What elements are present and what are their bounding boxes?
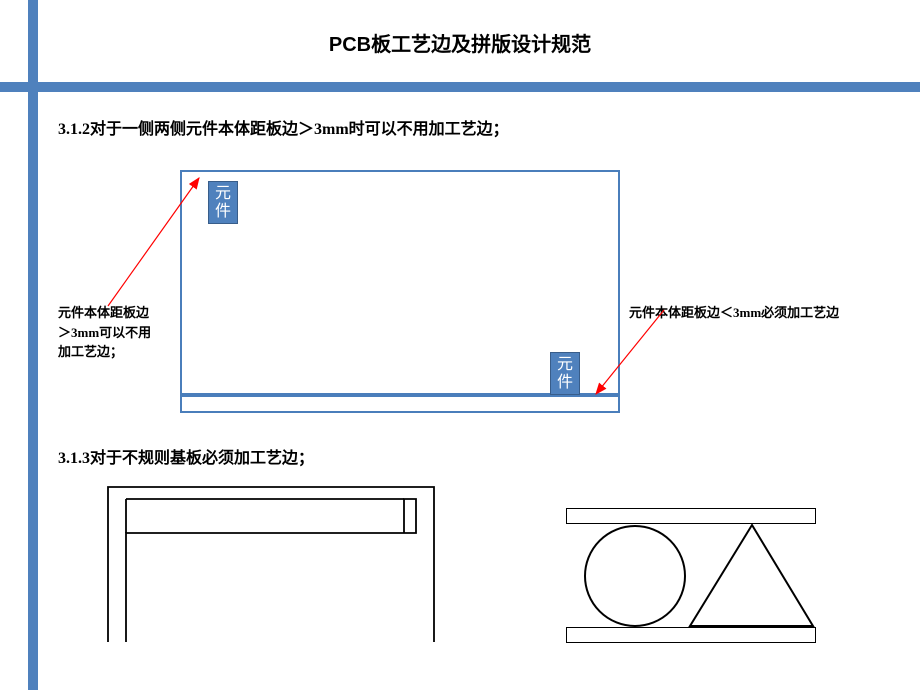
annotation-left-l3: 加工艺边； — [58, 344, 123, 359]
right-diagram-triangle — [690, 525, 813, 626]
page-title: PCB板工艺边及拼版设计规范 — [0, 28, 920, 57]
right-diagram-top-strip — [566, 508, 816, 524]
right-diagram-circle — [584, 525, 686, 627]
annotation-right: 元件本体距板边＜3mm必须加工艺边 — [629, 303, 839, 323]
component-label-line1: 元 — [557, 356, 573, 373]
annotation-left-l1: 元件本体距板边 — [58, 305, 149, 320]
section-313-heading: 3.1.3对于不规则基板必须加工艺边； — [58, 444, 314, 468]
horizontal-accent-bar — [0, 82, 920, 92]
vertical-accent-bar — [28, 0, 38, 690]
left-diagram-inner-step — [126, 499, 416, 642]
left-diagram-outer — [108, 487, 434, 642]
component-label-line2: 件 — [215, 203, 231, 220]
annotation-left-l2: ＞3mm可以不用 — [58, 325, 151, 340]
pcb-edge-strip — [180, 395, 620, 413]
right-diagram-bottom-strip — [566, 627, 816, 643]
component-box-bottom: 元 件 — [550, 352, 580, 395]
annotation-left: 元件本体距板边 ＞3mm可以不用 加工艺边； — [58, 303, 151, 362]
component-label-line1: 元 — [215, 185, 231, 202]
section-312-heading: 3.1.2对于一侧两侧元件本体距板边＞3mm时可以不用加工艺边； — [58, 115, 509, 139]
component-box-top: 元 件 — [208, 181, 238, 224]
component-label-line2: 件 — [557, 374, 573, 391]
